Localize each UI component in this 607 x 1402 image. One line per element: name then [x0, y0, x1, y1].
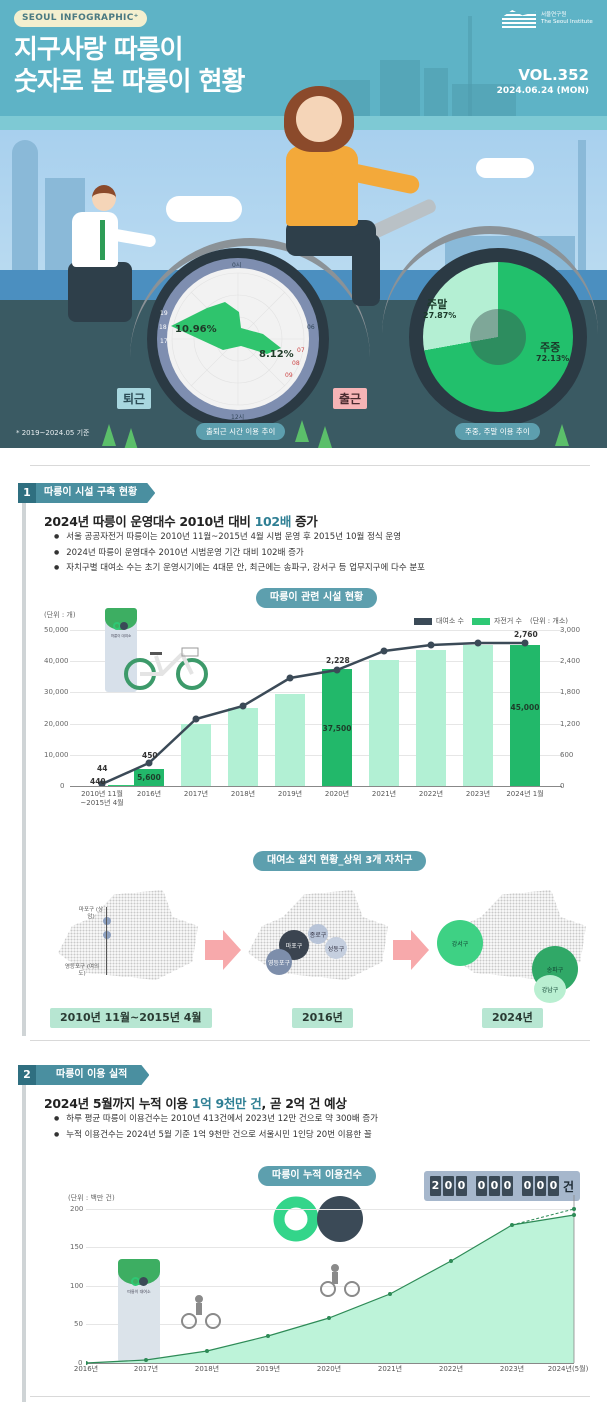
- bar-2022: [416, 650, 446, 786]
- cumulative-area-plot: [86, 1195, 576, 1365]
- bar-2010: [108, 785, 138, 786]
- bar-2018: [228, 708, 258, 786]
- section-1-bullets: 서울 공공자전거 따릉이는 2010년 11월~2015년 4월 시범 운영 후…: [54, 530, 425, 577]
- divider: [30, 465, 590, 466]
- section-1-rail: [22, 488, 26, 1036]
- section-1-tag: 1 따릉이 시설 구축 현황: [18, 483, 155, 503]
- bike-fender-illustration: [382, 226, 598, 334]
- map-caption-2016: 2016년: [292, 1008, 353, 1028]
- seoul-institute-logo: 서울연구원 The Seoul Institute: [502, 10, 593, 28]
- pie-chart: [423, 262, 573, 412]
- bar-2021: [369, 660, 399, 786]
- divider: [30, 1040, 590, 1041]
- section-2-heading: 2024년 5월까지 누적 이용 1억 9천만 건, 곧 2억 건 예상: [44, 1096, 347, 1111]
- arrow-right-icon: [393, 930, 429, 970]
- data-period-note: * 2019~2024.05 기준: [16, 429, 90, 437]
- radar-caption: 출퇴근 시간 이용 추이: [196, 423, 286, 440]
- woman-illustration: [296, 96, 342, 142]
- cloud-illustration: [166, 196, 242, 222]
- bar-2020: 37,500: [322, 669, 352, 786]
- section-2-rail: [22, 1070, 26, 1402]
- bar-2016: 5,600: [134, 769, 164, 786]
- volume-number: VOL.352: [518, 66, 589, 84]
- map-section-title: 대여소 설치 현황_상위 3개 자치구: [253, 851, 427, 871]
- station-count-line: [98, 639, 529, 786]
- woman-illustration: [286, 146, 358, 226]
- weekend-value: 27.87%: [423, 311, 457, 320]
- map-caption-2024: 2024년: [482, 1008, 543, 1028]
- section-2-bullets: 하루 평균 따릉이 이용건수는 2010년 413건에서 2023년 12만 건…: [54, 1112, 378, 1143]
- tower-illustration: [578, 140, 586, 290]
- map-marker: [103, 917, 111, 925]
- series-badge: SEOUL INFOGRAPHIC⁺: [14, 10, 147, 27]
- district-circle-yeongdeungpo: 영등포구: [266, 949, 292, 975]
- radar-chart-wheel: 0시 06 12시 19 18 17 07 08 09 10.96% 8.12%: [147, 248, 329, 430]
- ddareungi-logo-icon: [131, 1277, 149, 1286]
- bar-plot-area: 5,600 37,500 45,000 440 44 450 2,228 2,7…: [70, 630, 562, 786]
- ddareungi-logo-icon: [113, 622, 129, 630]
- man-illustration: [100, 220, 105, 260]
- bar-2023: [463, 645, 493, 786]
- weekday-label: 주중: [540, 341, 561, 354]
- chart-legend: 대여소 수 자전거 수 (단위 : 개소): [413, 616, 568, 626]
- bar-2024: 45,000: [510, 645, 540, 786]
- bike-station-illustration: 따릉이 대여소: [118, 1259, 160, 1363]
- cumulative-chart-title: 따릉이 누적 이용건수: [258, 1166, 376, 1186]
- arrow-right-icon: [205, 930, 241, 970]
- pie-chart-wheel: 주말 27.87% 주중 72.13%: [409, 248, 587, 426]
- district-circle-jongno: 종로구: [308, 924, 328, 944]
- weekday-value: 72.13%: [536, 354, 570, 363]
- man-illustration: [72, 212, 118, 267]
- man-illustration: [92, 185, 116, 211]
- section-2-tag: 2 따릉이 이용 실적: [18, 1065, 149, 1085]
- man-illustration: [68, 262, 132, 322]
- facility-chart: (단위 : 개) 대여소 수 자전거 수 (단위 : 개소) 50,000 40…: [44, 611, 581, 807]
- radar-chart: [171, 272, 305, 406]
- bike-station-illustration: 따릉이 대여소: [105, 608, 137, 692]
- divider: [30, 1396, 590, 1397]
- usage-counter: 2 0 0 0 0 0 0 0 0 건: [424, 1171, 581, 1201]
- ddareungi-logo-icon: [273, 1196, 363, 1242]
- pie-caption: 주중, 주말 이용 추이: [455, 423, 540, 440]
- hero-banner: SEOUL INFOGRAPHIC⁺ 지구사랑 따릉이 숫자로 본 따릉이 현황…: [0, 0, 607, 448]
- morning-peak-value: 8.12%: [259, 349, 294, 360]
- district-circle-seongdong: 성동구: [325, 937, 347, 959]
- cumulative-usage-chart: (단위 : 백만 건) 200 150 100 50 0 따릉이 대여소: [68, 1194, 589, 1373]
- morning-commute-label: 출근: [333, 388, 368, 409]
- cyclist-icon: [181, 1295, 221, 1329]
- section-1-heading: 2024년 따릉이 운영대수 2010년 대비 102배 증가: [44, 514, 318, 529]
- facility-chart-title: 따릉이 관련 시설 현황: [256, 588, 378, 608]
- district-circle-gangnam: 강남구: [534, 975, 566, 1003]
- issue-date: 2024.06.24 (MON): [496, 86, 589, 96]
- district-circle-gangseo: 강서구: [437, 920, 483, 966]
- woman-illustration: [352, 234, 380, 306]
- weekend-label: 주말: [427, 298, 448, 311]
- bike-illustration: [124, 647, 208, 690]
- evening-commute-label: 퇴근: [117, 388, 152, 409]
- bar-2019: [275, 694, 305, 786]
- page-title: 지구사랑 따릉이 숫자로 본 따릉이 현황: [14, 35, 245, 97]
- map-caption-2010: 2010년 11월~2015년 4월: [50, 1008, 212, 1028]
- institute-logo-icon: [502, 10, 536, 28]
- cyclist-icon: [320, 1264, 360, 1297]
- bike-fender-illustration: [130, 238, 370, 358]
- evening-peak-value: 10.96%: [175, 324, 217, 335]
- map-marker: [103, 931, 111, 939]
- cloud-illustration: [476, 158, 534, 178]
- bar-2017: [181, 724, 211, 786]
